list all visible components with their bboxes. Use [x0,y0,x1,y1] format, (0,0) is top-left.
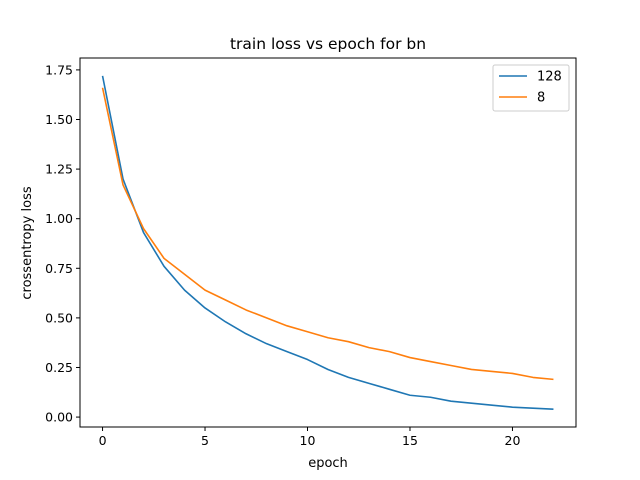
legend-label-8: 8 [537,91,545,106]
x-tick-label: 0 [99,433,107,448]
x-tick-label: 15 [402,433,418,448]
x-tick-label: 10 [300,433,316,448]
y-axis-label: crossentropy loss [20,186,35,299]
y-axis: 0.00 0.25 0.50 0.75 1.00 1.25 1.50 1.75 [45,62,80,425]
y-tick-label: 1.50 [45,112,73,127]
axes-frame [79,57,577,428]
x-axis-label: epoch [308,456,348,471]
y-tick-label: 1.00 [45,211,73,226]
y-tick-label: 0.00 [45,410,73,425]
y-tick-label: 1.25 [45,162,73,177]
chart-title: train loss vs epoch for bn [230,35,426,53]
x-axis: 0 5 10 15 20 [99,427,521,448]
y-tick-label: 0.25 [45,360,73,375]
x-tick-label: 5 [201,433,209,448]
x-tick-label: 20 [505,433,521,448]
y-tick-label: 0.75 [45,261,73,276]
plot-area [101,75,554,410]
y-tick-label: 0.50 [45,310,73,325]
legend-label-128: 128 [537,70,562,85]
y-tick-label: 1.75 [45,62,73,77]
series-line-128 [101,75,554,410]
series-line-8 [101,87,554,381]
